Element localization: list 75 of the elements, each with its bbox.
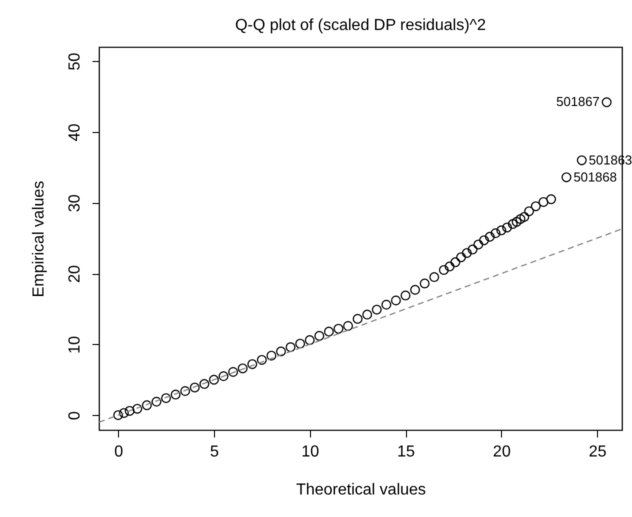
point xyxy=(113,410,124,420)
point xyxy=(372,304,382,315)
y-axis-title: Empirical values xyxy=(30,180,48,298)
point xyxy=(546,194,556,204)
point xyxy=(519,212,530,222)
point xyxy=(576,155,587,166)
point xyxy=(152,396,162,407)
annotation: 501868 xyxy=(573,169,617,184)
point xyxy=(304,335,315,346)
x-tick-label: 20 xyxy=(492,444,511,460)
point xyxy=(238,363,248,374)
point xyxy=(468,244,478,254)
point xyxy=(295,338,306,349)
x-tick-label: 0 xyxy=(114,444,124,460)
point xyxy=(324,326,334,337)
point xyxy=(438,265,449,275)
x-tick-label: 25 xyxy=(588,444,607,460)
point xyxy=(190,382,200,392)
chart-title: Q-Q plot of (scaled DP residuals)^2 xyxy=(235,17,486,34)
point xyxy=(286,342,296,352)
point xyxy=(391,296,401,306)
point xyxy=(199,379,210,389)
point xyxy=(276,346,286,356)
point xyxy=(266,350,276,361)
x-axis-title: Theoretical values xyxy=(296,482,426,498)
point xyxy=(450,257,460,268)
point xyxy=(524,206,534,216)
point xyxy=(247,359,258,370)
point xyxy=(142,400,152,410)
point xyxy=(444,262,455,272)
point xyxy=(496,225,506,236)
point xyxy=(490,228,500,238)
point xyxy=(479,235,489,246)
point xyxy=(256,354,267,365)
point xyxy=(132,404,142,414)
point xyxy=(516,214,526,224)
point xyxy=(530,201,541,212)
y-tick-label: 50 xyxy=(66,52,84,71)
point xyxy=(381,300,392,310)
point xyxy=(352,314,363,324)
point xyxy=(209,374,219,385)
point xyxy=(161,393,171,404)
point xyxy=(462,248,472,258)
point xyxy=(314,330,324,341)
x-tick-label: 15 xyxy=(397,444,416,460)
point xyxy=(410,284,420,295)
x-tick-label: 5 xyxy=(210,444,219,460)
y-tick-label: 40 xyxy=(66,123,84,142)
y-tick-label: 20 xyxy=(66,265,84,283)
point xyxy=(228,367,238,377)
point xyxy=(400,290,410,300)
x-tick-label: 10 xyxy=(301,444,320,460)
point xyxy=(343,321,353,331)
point xyxy=(124,406,135,416)
point xyxy=(218,371,228,382)
point xyxy=(334,324,344,334)
point xyxy=(538,197,548,207)
point xyxy=(456,252,466,262)
point xyxy=(170,390,181,400)
point xyxy=(484,232,495,242)
point xyxy=(602,97,612,108)
point xyxy=(562,172,572,182)
point xyxy=(508,219,518,229)
point xyxy=(512,216,522,227)
annotation: 501867 xyxy=(556,94,600,110)
point xyxy=(118,408,129,418)
point xyxy=(362,310,372,320)
y-tick-label: 0 xyxy=(66,411,84,420)
point xyxy=(420,278,430,288)
y-tick-label: 30 xyxy=(66,194,84,212)
point xyxy=(502,222,512,232)
point xyxy=(473,240,484,250)
point xyxy=(429,272,440,282)
point xyxy=(180,386,190,396)
y-tick-label: 10 xyxy=(66,336,84,354)
